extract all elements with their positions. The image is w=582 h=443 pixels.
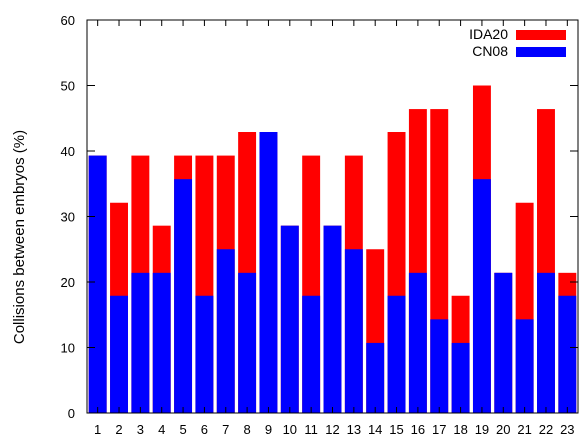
bar-cn08-21 [515,319,534,413]
legend-swatch-ida20 [516,30,566,40]
x-tick-label-16: 16 [411,422,425,437]
bar-cn08-9 [259,132,278,413]
x-tick-label-13: 13 [347,422,361,437]
x-tick-label-11: 11 [304,422,318,437]
x-tick-label-9: 9 [265,422,272,437]
x-tick-label-23: 23 [560,422,574,437]
x-tick-label-6: 6 [201,422,208,437]
legend-label-cn08: CN08 [472,43,508,59]
x-tick-label-19: 19 [475,422,489,437]
bar-cn08-11 [302,295,321,413]
x-tick-label-17: 17 [432,422,446,437]
bar-cn08-22 [537,272,555,413]
x-tick-label-1: 1 [94,422,101,437]
y-tick-label-20: 20 [61,275,75,290]
legend-swatch-cn08 [516,47,566,57]
bar-cn08-20 [494,272,513,413]
y-axis-title: Collisions between embryos (%) [11,130,28,344]
bar-cn08-17 [430,319,449,413]
x-tick-label-20: 20 [496,422,510,437]
y-tick-label-10: 10 [61,341,75,356]
bar-cn08-3 [131,272,150,413]
bar-cn08-10 [280,225,299,413]
bar-cn08-2 [110,295,128,413]
bar-cn08-1 [88,155,107,413]
x-tick-label-14: 14 [368,422,382,437]
bars-layer [88,85,577,413]
bar-cn08-13 [344,249,363,413]
bar-cn08-18 [451,342,470,413]
x-tick-label-2: 2 [115,422,122,437]
bar-cn08-12 [323,225,342,413]
bar-cn08-6 [195,295,214,413]
x-tick-label-21: 21 [517,422,531,437]
bar-cn08-8 [238,272,257,413]
bar-cn08-5 [174,179,193,413]
x-tick-label-18: 18 [453,422,467,437]
legend-label-ida20: IDA20 [469,26,508,42]
y-tick-label-50: 50 [61,79,75,94]
bar-cn08-7 [216,249,235,413]
y-tick-label-0: 0 [68,406,75,421]
axes-layer: 1 2 3 4 5 6 7 8 9 10 11 12 13 14 15 16 17 18 19 20 21 22 23010… [61,13,579,437]
bar-cn08-16 [408,272,427,413]
bar-cn08-19 [472,179,491,413]
x-tick-label-7: 7 [222,422,229,437]
bar-cn08-14 [366,342,385,413]
x-tick-label-12: 12 [325,422,339,437]
bar-cn08-23 [558,295,577,413]
x-tick-label-3: 3 [137,422,144,437]
plot-frame [86,19,579,414]
y-tick-label-40: 40 [61,144,75,159]
bar-cn08-4 [152,272,171,413]
y-tick-label-60: 60 [61,13,75,28]
bar-cn08-15 [387,295,406,413]
x-tick-label-15: 15 [389,422,403,437]
x-tick-label-4: 4 [158,422,165,437]
x-tick-label-22: 22 [539,422,553,437]
x-tick-label-5: 5 [179,422,186,437]
x-tick-label-10: 10 [283,422,297,437]
y-tick-label-30: 30 [61,210,75,225]
x-tick-label-8: 8 [243,422,250,437]
